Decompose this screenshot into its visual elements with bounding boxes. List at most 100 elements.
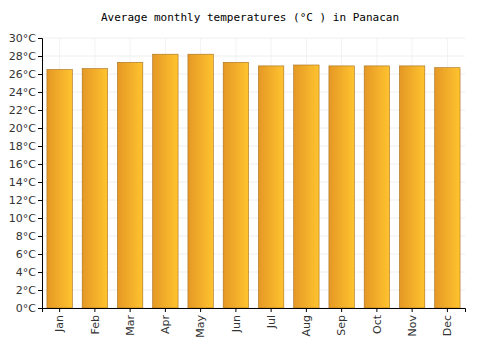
- x-tick-mark: [341, 308, 342, 312]
- bar: [223, 62, 248, 308]
- x-tick-label: Apr: [159, 315, 172, 335]
- x-tick-label: Mar: [124, 315, 137, 336]
- x-tick-mark: [59, 308, 60, 312]
- y-tick-mark: [38, 56, 42, 57]
- x-tick: Sep: [335, 308, 348, 336]
- x-tick-mark: [165, 308, 166, 312]
- y-tick-label: 4°C: [16, 266, 36, 279]
- chart: 0°C 2°C 4°C 6°C 8°C 10°C 12°C 14°C 16°C 18°C 20°C 2…: [0, 0, 500, 350]
- y-tick-label: 6°C: [16, 248, 36, 261]
- y-tick: 14°C: [9, 176, 42, 189]
- bar: [188, 54, 213, 308]
- x-tick-label: Oct: [371, 314, 384, 334]
- bar: [82, 69, 107, 308]
- y-tick-mark: [38, 236, 42, 237]
- y-tick: 18°C: [9, 140, 42, 153]
- y-tick: 30°C: [9, 32, 42, 45]
- x-tick-label: May: [194, 315, 207, 338]
- bar: [435, 68, 460, 308]
- y-tick-label: 2°C: [16, 284, 36, 297]
- y-tick-mark: [38, 290, 42, 291]
- bar: [364, 66, 389, 308]
- y-tick: 8°C: [16, 230, 42, 243]
- x-tick: Dec: [441, 308, 454, 336]
- bar: [153, 54, 178, 308]
- x-tick: Jan: [53, 308, 66, 333]
- bar: [258, 66, 283, 308]
- x-tick: Feb: [89, 308, 102, 334]
- x-tick-mark: [447, 308, 448, 312]
- y-tick-mark: [38, 218, 42, 219]
- bar: [329, 66, 354, 308]
- y-tick-mark: [38, 128, 42, 129]
- x-tick-mark: [130, 308, 131, 312]
- y-tick-mark: [38, 308, 42, 309]
- y-tick: 28°C: [9, 50, 42, 63]
- y-tick-mark: [38, 38, 42, 39]
- y-tick: 24°C: [9, 86, 42, 99]
- x-tick-label: Jan: [53, 315, 66, 333]
- y-axis: 0°C 2°C 4°C 6°C 8°C 10°C 12°C 14°C 16°C 18°C 20°C 2…: [9, 32, 43, 315]
- y-tick: 12°C: [9, 194, 42, 207]
- x-tick: Oct: [371, 308, 384, 334]
- x-axis-line: [43, 309, 466, 313]
- y-tick-label: 26°C: [9, 68, 36, 81]
- y-tick-label: 12°C: [9, 194, 36, 207]
- y-tick-mark: [38, 110, 42, 111]
- y-tick: 22°C: [9, 104, 42, 117]
- y-tick-mark: [38, 200, 42, 201]
- x-tick: Aug: [300, 308, 313, 336]
- x-tick: Apr: [159, 308, 172, 334]
- y-tick-label: 20°C: [9, 122, 36, 135]
- x-tick: Jun: [230, 308, 243, 333]
- x-tick-mark: [271, 308, 272, 312]
- x-tick-mark: [412, 308, 413, 312]
- x-tick: Jul: [265, 308, 278, 329]
- y-tick: 0°C: [16, 302, 42, 315]
- y-tick-mark: [38, 272, 42, 273]
- x-tick-mark: [235, 308, 236, 312]
- bar: [47, 70, 72, 309]
- x-tick: Nov: [406, 308, 419, 336]
- y-tick-mark: [38, 74, 42, 75]
- y-tick: 10°C: [9, 212, 42, 225]
- y-tick-mark: [38, 146, 42, 147]
- y-tick: 16°C: [9, 158, 42, 171]
- y-tick-mark: [38, 254, 42, 255]
- y-tick-label: 24°C: [9, 86, 36, 99]
- x-tick-label: Dec: [441, 315, 454, 336]
- y-tick: 2°C: [16, 284, 42, 297]
- y-tick-label: 28°C: [9, 50, 36, 63]
- title: Average monthly temperatures (°C ) in Pa…: [101, 11, 399, 24]
- y-tick-mark: [38, 164, 42, 165]
- grid-line: [42, 38, 465, 39]
- x-tick: Mar: [124, 308, 137, 336]
- y-tick-label: 30°C: [9, 32, 36, 45]
- x-tick-label: Sep: [335, 315, 348, 336]
- x-tick-label: Jun: [230, 315, 243, 333]
- y-axis-line: [38, 39, 43, 309]
- grid-line: [42, 56, 465, 57]
- bar: [117, 62, 142, 308]
- grid: [42, 38, 465, 308]
- x-tick-mark: [94, 308, 95, 312]
- x-tick-label: Feb: [89, 315, 102, 334]
- plot-area: 0°C 2°C 4°C 6°C 8°C 10°C 12°C 14°C 16°C 18°C 20°C 2…: [9, 32, 466, 338]
- y-tick: 6°C: [16, 248, 42, 261]
- x-tick: May: [194, 308, 207, 338]
- bar: [294, 65, 319, 308]
- x-tick-mark: [200, 308, 201, 312]
- y-tick-mark: [38, 92, 42, 93]
- y-tick-label: 22°C: [9, 104, 36, 117]
- y-tick: 4°C: [16, 266, 42, 279]
- bar: [399, 66, 424, 308]
- y-tick-label: 16°C: [9, 158, 36, 171]
- y-tick-label: 0°C: [16, 302, 36, 315]
- x-axis: Jan Feb Mar Apr May Jun Jul Aug Sep Oct Nov Dec: [43, 308, 466, 338]
- y-tick: 20°C: [9, 122, 42, 135]
- x-tick-mark: [376, 308, 377, 312]
- x-tick-label: Nov: [406, 315, 419, 337]
- y-tick-label: 10°C: [9, 212, 36, 225]
- x-tick-label: Aug: [300, 315, 313, 336]
- x-tick-label: Jul: [265, 315, 278, 329]
